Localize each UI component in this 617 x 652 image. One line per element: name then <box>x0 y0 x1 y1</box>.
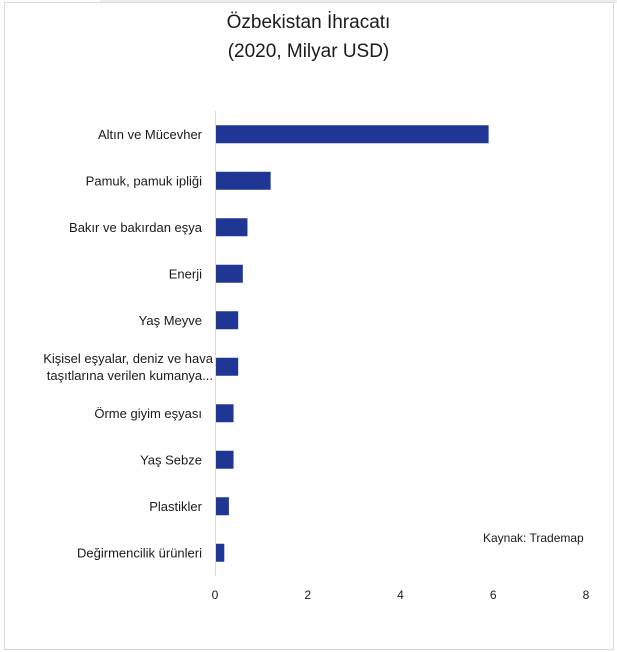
category-label: Yaş Meyve <box>139 313 202 328</box>
category-label: Enerji <box>169 266 202 281</box>
bar <box>216 543 225 562</box>
bar <box>216 125 489 144</box>
x-tick-label: 6 <box>490 588 497 602</box>
chart-frame <box>4 2 614 650</box>
source-note: Kaynak: Trademap <box>483 531 584 545</box>
bar <box>216 357 239 376</box>
category-label: Değirmencilik ürünleri <box>77 545 202 560</box>
category-label: Pamuk, pamuk ipliği <box>86 173 202 188</box>
window-top-strip <box>0 0 617 3</box>
bar <box>216 450 234 469</box>
bar <box>216 497 229 516</box>
category-label: Bakır ve bakırdan eşya <box>69 220 203 235</box>
chart-title: Özbekistan İhracatı <box>226 12 391 33</box>
category-label: Örme giyim eşyası <box>94 406 202 421</box>
x-tick-label: 2 <box>304 588 311 602</box>
x-tick-label: 8 <box>583 588 590 602</box>
category-label: Altın ve Mücevher <box>98 127 203 142</box>
bar <box>216 311 239 330</box>
chart-subtitle: (2020, Milyar USD) <box>227 41 390 62</box>
category-label: Plastikler <box>149 499 202 514</box>
bar <box>216 218 248 237</box>
category-label: Yaş Sebze <box>140 452 202 467</box>
bar <box>216 171 271 190</box>
x-tick-label: 0 <box>212 588 219 602</box>
category-label: Kişisel eşyalar, deniz ve hava taşıtların… <box>43 351 214 383</box>
bar <box>216 264 243 283</box>
x-tick-label: 4 <box>397 588 404 602</box>
bar <box>216 404 234 423</box>
